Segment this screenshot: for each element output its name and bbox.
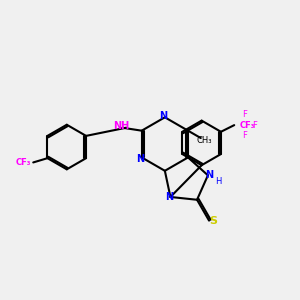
Text: F: F xyxy=(242,131,247,140)
Text: N: N xyxy=(165,192,173,202)
Text: NH: NH xyxy=(113,121,129,131)
Text: H: H xyxy=(215,177,221,186)
Text: S: S xyxy=(209,216,217,226)
Text: F: F xyxy=(253,121,257,130)
Text: CH₃: CH₃ xyxy=(196,136,212,145)
Text: N: N xyxy=(136,154,144,164)
Text: CF₃: CF₃ xyxy=(15,158,31,167)
Text: N: N xyxy=(205,170,214,180)
Text: N: N xyxy=(159,111,167,121)
Text: CF₃: CF₃ xyxy=(240,121,255,130)
Text: F: F xyxy=(242,110,247,119)
